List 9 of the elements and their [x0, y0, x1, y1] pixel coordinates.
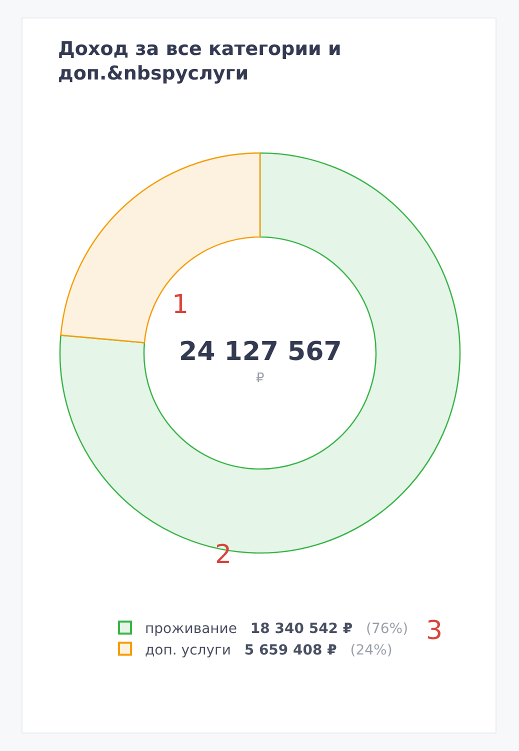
data-label: 18 340 542 ₽ (76%) [250, 621, 408, 638]
chart-title: Доход за все категории и доп.&nbspуслуги [58, 38, 342, 85]
text: ₽ [256, 371, 264, 386]
legend-label: доп. услуги [145, 642, 231, 658]
text: 3 [426, 616, 443, 646]
text: 24 127 567 [179, 337, 342, 367]
text: 1 [172, 290, 189, 320]
legend-label: проживание [145, 621, 238, 638]
data-label: 5 659 408 ₽ (24%) [244, 642, 392, 658]
